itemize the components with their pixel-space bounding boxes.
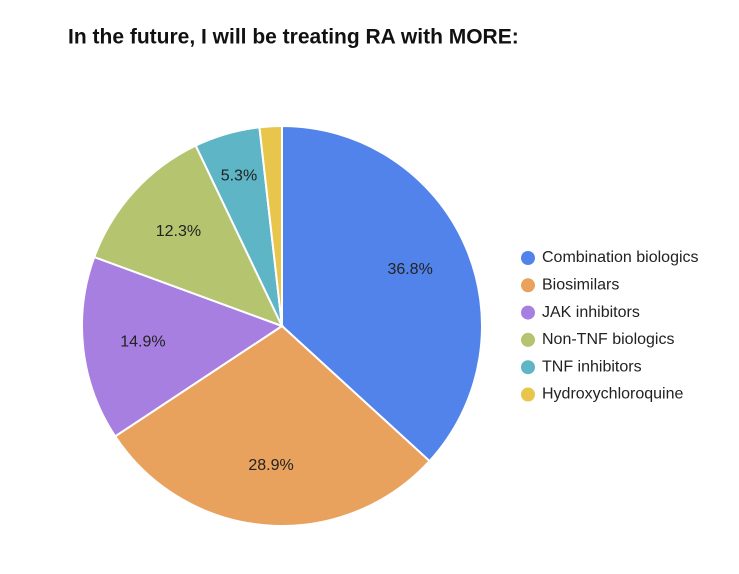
- legend-swatch: [521, 278, 535, 293]
- pie-slice: [92, 144, 284, 328]
- legend-swatch: [521, 360, 535, 375]
- pie-slice: [81, 255, 285, 438]
- legend-label: Biosimilars: [542, 277, 619, 294]
- data-label: 5.3%: [221, 167, 257, 184]
- legend-label: TNF inhibitors: [542, 358, 642, 375]
- legend-swatch: [521, 251, 535, 265]
- legend-swatch: [521, 387, 535, 402]
- legend-swatch: [521, 305, 535, 320]
- data-label: 36.8%: [387, 261, 432, 278]
- data-label: 28.9%: [248, 457, 293, 474]
- pie-slice: [113, 324, 431, 527]
- legend-label: Hydroxychloroquine: [542, 386, 684, 403]
- legend-label: Combination biologics: [542, 249, 699, 266]
- pie-slice: [258, 124, 283, 327]
- legend-label: JAK inhibitors: [542, 304, 640, 321]
- chart-title: In the future, I will be treating RA wit…: [68, 26, 519, 49]
- legend-swatch: [521, 332, 535, 347]
- legend-label: Non-TNF biologics: [542, 331, 674, 348]
- pie-slice: [281, 124, 483, 463]
- data-label: 14.9%: [120, 333, 165, 350]
- data-label: 12.3%: [156, 223, 201, 240]
